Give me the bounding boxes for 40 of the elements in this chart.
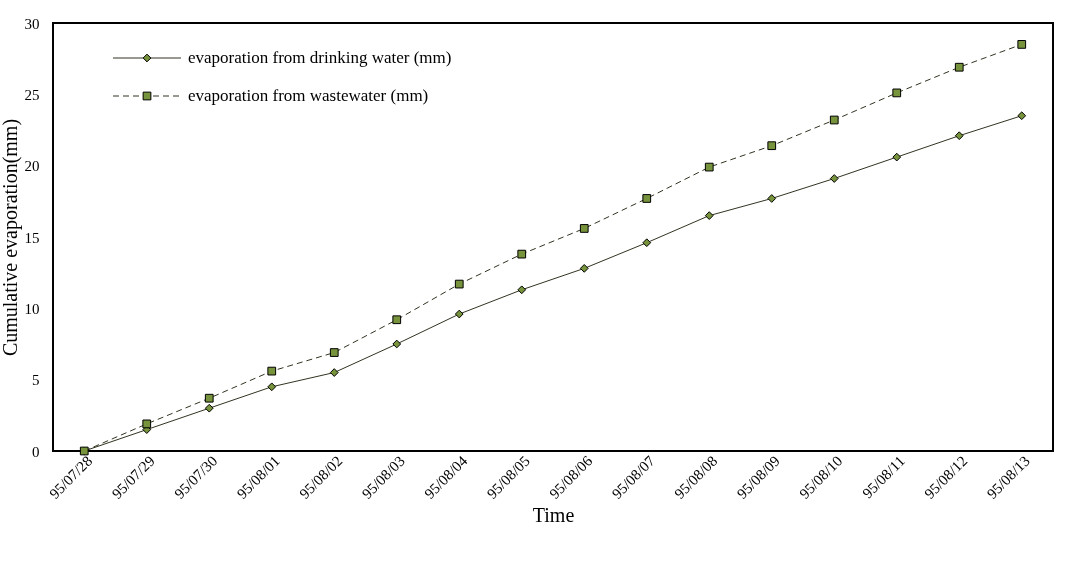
point (267, 366, 277, 376)
y-axis-title: Cumulative evaporation(mm) (0, 118, 22, 357)
point (829, 115, 839, 125)
point (892, 152, 902, 162)
point (704, 211, 714, 220)
point (704, 162, 714, 172)
point (767, 141, 777, 151)
y-tick-label: 30 (24, 15, 40, 32)
point (642, 194, 652, 203)
point (1017, 40, 1027, 49)
y-tick-label: 5 (32, 372, 40, 389)
point (1017, 111, 1027, 121)
legend-label: evaporation from drinking water (mm) (188, 48, 452, 67)
y-tick-label: 0 (32, 443, 40, 460)
y-tick-label: 15 (24, 229, 40, 246)
point (892, 88, 902, 98)
point (767, 194, 777, 203)
point (142, 419, 152, 429)
point (579, 224, 589, 233)
y-tick-label: 25 (24, 86, 40, 103)
y-tick-label: 10 (24, 300, 40, 317)
legend-label: evaporation from wastewater (mm) (188, 86, 429, 105)
point (329, 368, 339, 377)
point (517, 285, 527, 295)
point (954, 131, 964, 141)
point (517, 249, 527, 259)
point (204, 393, 214, 403)
point (392, 339, 402, 349)
point (329, 348, 339, 357)
point (454, 309, 464, 319)
point (204, 403, 214, 413)
point (454, 279, 464, 289)
point (267, 382, 277, 392)
x-axis-title: Time (532, 503, 575, 526)
y-tick-label: 20 (24, 158, 40, 175)
point (954, 62, 964, 72)
point (579, 264, 589, 273)
point (392, 315, 402, 325)
point (642, 238, 652, 248)
point (829, 174, 839, 183)
